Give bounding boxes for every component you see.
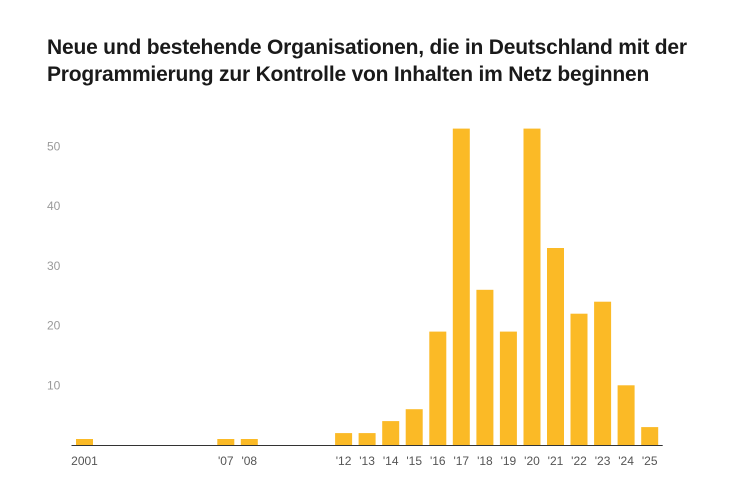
x-tick-label-'18: '18 <box>477 454 493 468</box>
y-tick-label-20: 20 <box>47 319 61 333</box>
x-tick-label-'24: '24 <box>618 454 634 468</box>
bar-'23 <box>594 301 612 445</box>
bar-'17 <box>452 128 470 445</box>
bar-'22 <box>570 313 588 445</box>
x-tick-label-'22: '22 <box>571 454 587 468</box>
x-tick-label-'25: '25 <box>642 454 658 468</box>
x-tick-label-'23: '23 <box>595 454 611 468</box>
bar-'21 <box>547 248 564 445</box>
y-tick-label-40: 40 <box>47 199 61 213</box>
bar-'07 <box>217 439 235 445</box>
bar-'12 <box>335 433 353 445</box>
chart-title: Neue und bestehende Organisationen, die … <box>47 36 687 86</box>
bar-'24 <box>617 385 635 445</box>
x-tick-label-'14: '14 <box>383 454 399 468</box>
y-tick-label-10: 10 <box>47 378 61 392</box>
x-tick-label-'20: '20 <box>524 454 540 468</box>
x-tick-label-'15: '15 <box>406 454 422 468</box>
bar-'20 <box>523 128 541 445</box>
x-tick-label-'13: '13 <box>359 454 375 468</box>
x-tick-label-'21: '21 <box>548 454 564 468</box>
x-tick-label-'08: '08 <box>241 454 257 468</box>
x-tick-label-'19: '19 <box>501 454 517 468</box>
x-tick-label-2001: 2001 <box>71 454 98 468</box>
bar-'19 <box>499 331 517 445</box>
x-tick-label-'07: '07 <box>218 454 234 468</box>
bar-'13 <box>358 433 376 445</box>
bar-2001 <box>76 439 93 445</box>
x-tick-label-'16: '16 <box>430 454 446 468</box>
y-tick-label-50: 50 <box>47 140 61 154</box>
x-tick-label-'12: '12 <box>336 454 352 468</box>
bar-'25 <box>641 427 659 445</box>
bar-'14 <box>382 421 400 445</box>
bar-'16 <box>429 331 447 445</box>
bar-'15 <box>405 409 423 445</box>
y-tick-label-30: 30 <box>47 259 61 273</box>
x-tick-label-'17: '17 <box>453 454 469 468</box>
bar-'18 <box>476 289 494 445</box>
bar-'08 <box>240 439 258 445</box>
